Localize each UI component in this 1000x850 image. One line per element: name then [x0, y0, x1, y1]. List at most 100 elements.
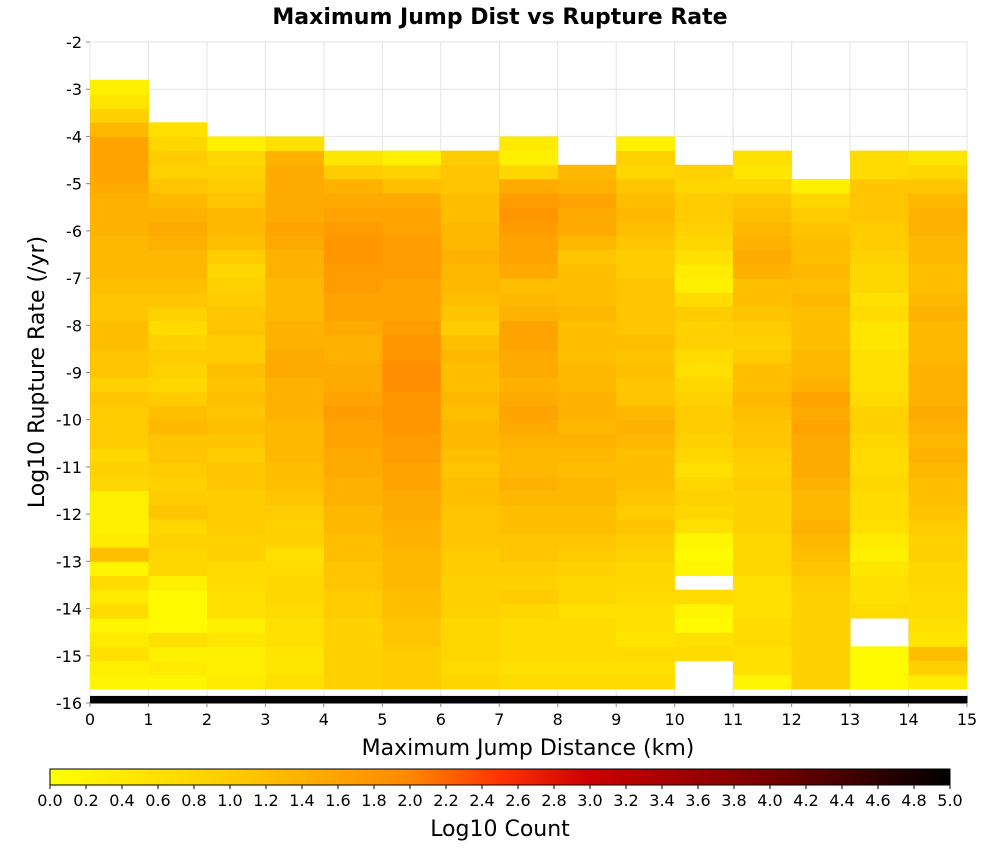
heatmap-cell [323, 405, 383, 421]
heatmap-cell [850, 504, 910, 520]
heatmap-cell [616, 320, 676, 336]
heatmap-cell [440, 278, 500, 293]
heatmap-cell [499, 334, 559, 350]
colorbar-tick-label: 4.4 [829, 791, 854, 810]
heatmap-cell [733, 632, 793, 647]
heatmap-cell [382, 504, 442, 520]
heatmap-cell [90, 263, 149, 279]
heatmap-cell [557, 674, 617, 690]
x-tick-label: 6 [436, 710, 446, 729]
heatmap-cell [440, 235, 500, 251]
heatmap-cell [382, 405, 442, 421]
heatmap-cell [148, 561, 208, 577]
heatmap-cell [674, 589, 734, 605]
y-tick-label: -14 [56, 600, 82, 619]
heatmap-cell [148, 433, 208, 449]
heatmap-cell [440, 391, 500, 407]
heatmap-cell [791, 695, 851, 704]
heatmap-cell [733, 533, 793, 548]
heatmap-cell [557, 695, 617, 704]
heatmap-cell [90, 164, 149, 180]
colorbar-tick-label: 4.2 [793, 791, 818, 810]
heatmap-cell [206, 249, 266, 265]
heatmap-cell [908, 249, 968, 265]
heatmap-cell [148, 448, 208, 463]
heatmap-cell [733, 178, 793, 194]
colorbar-tick-label: 4.6 [865, 791, 890, 810]
heatmap-cell [850, 292, 910, 307]
heatmap-cell [440, 674, 500, 690]
heatmap-cell [733, 193, 793, 208]
heatmap-cell [90, 306, 149, 322]
x-tick-label: 2 [202, 710, 212, 729]
heatmap-cell [148, 476, 208, 492]
heatmap-cell [265, 306, 325, 322]
heatmap-cell [908, 150, 968, 166]
heatmap-cell [733, 320, 793, 336]
heatmap-cell [908, 433, 968, 449]
heatmap-cell [206, 377, 266, 392]
heatmap-cell [557, 603, 617, 619]
heatmap-cell [323, 533, 383, 548]
colorbar-tick-label: 1.2 [253, 791, 278, 810]
heatmap-cell [616, 292, 676, 307]
heatmap-cell [440, 603, 500, 619]
heatmap-cell [733, 646, 793, 662]
heatmap-cell [323, 575, 383, 591]
heatmap-cell [733, 150, 793, 166]
heatmap-cell [733, 249, 793, 265]
heatmap-cell [557, 405, 617, 421]
heatmap-cell [557, 207, 617, 222]
heatmap-cell [850, 235, 910, 251]
heatmap-cell [791, 348, 851, 364]
colorbar-tick-label: 1.0 [217, 791, 242, 810]
y-tick-label: -9 [66, 364, 82, 383]
heatmap-cell [265, 193, 325, 208]
heatmap-cell [499, 589, 559, 605]
heatmap-cell [499, 695, 559, 704]
heatmap-cell [733, 263, 793, 279]
colorbar-tick-label: 3.4 [649, 791, 674, 810]
heatmap-cell [908, 632, 968, 647]
heatmap-cell [674, 178, 734, 194]
heatmap-cell [908, 561, 968, 577]
heatmap-cell [908, 618, 968, 633]
heatmap-cell [265, 405, 325, 421]
heatmap-cell [148, 419, 208, 435]
heatmap-cell [148, 547, 208, 562]
heatmap-cell [908, 405, 968, 421]
heatmap-cell [206, 589, 266, 605]
colorbar-ticks: 0.0 0.2 0.4 0.6 0.8 1.0 1.2 1.4 1.6 1.8 2.0 2.2 2.4 2… [37, 785, 963, 810]
heatmap-cell [90, 150, 149, 166]
heatmap-cell [265, 518, 325, 534]
heatmap-cell [850, 533, 910, 548]
heatmap-cell [616, 603, 676, 619]
heatmap-cell [850, 178, 910, 194]
heatmap-cell [499, 235, 559, 251]
heatmap-cell [616, 476, 676, 492]
heatmap-cell [382, 561, 442, 577]
heatmap-cell [499, 207, 559, 222]
heatmap-cell [382, 207, 442, 222]
heatmap-cell [440, 348, 500, 364]
heatmap-cell [791, 533, 851, 548]
heatmap-cell [616, 164, 676, 180]
heatmap-cell [323, 221, 383, 237]
heatmap-cell [850, 221, 910, 237]
heatmap-cell [148, 646, 208, 662]
heatmap-cell [850, 193, 910, 208]
heatmap-cell [791, 207, 851, 222]
heatmap-cell [265, 178, 325, 194]
y-tick-label: -7 [66, 269, 82, 288]
heatmap-cell [499, 320, 559, 336]
heatmap-cell [148, 618, 208, 633]
heatmap-cell [674, 419, 734, 435]
heatmap-cell [557, 263, 617, 279]
heatmap-cell [733, 377, 793, 392]
heatmap-cell [90, 249, 149, 265]
heatmap-cell [616, 263, 676, 279]
heatmap-cell [616, 363, 676, 378]
heatmap-cell [499, 221, 559, 237]
heatmap-cell [791, 603, 851, 619]
heatmap-cell [499, 448, 559, 463]
